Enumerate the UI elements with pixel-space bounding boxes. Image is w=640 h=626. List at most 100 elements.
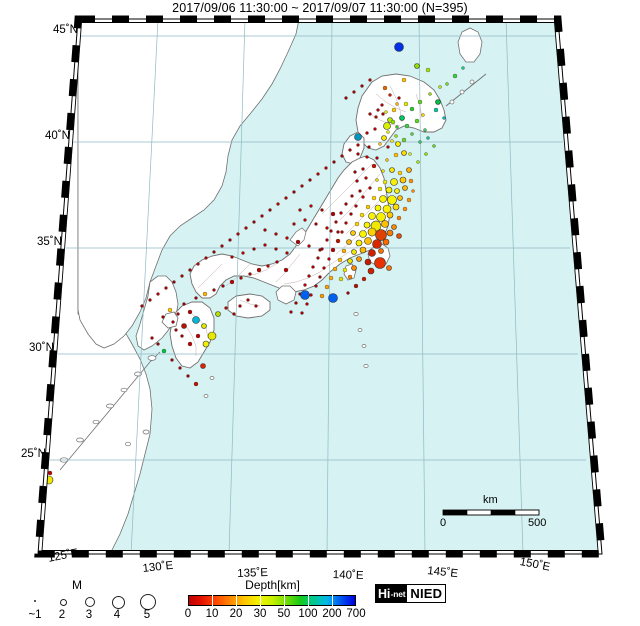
epicenter-marker xyxy=(328,275,334,281)
map-frame xyxy=(34,15,606,558)
epicenter-marker xyxy=(374,204,382,212)
epicenter-marker xyxy=(364,176,368,180)
epicenter-marker xyxy=(327,257,331,261)
epicenter-marker xyxy=(382,238,390,246)
epicenter-marker xyxy=(361,195,365,199)
epicenter-marker xyxy=(380,103,384,107)
epicenter-marker xyxy=(318,248,322,252)
epicenter-marker xyxy=(386,211,394,219)
epicenter-marker xyxy=(292,190,296,194)
epicenter-marker xyxy=(375,178,379,182)
landmass-group xyxy=(38,19,487,554)
depth-label-10: 10 xyxy=(205,608,219,620)
epicenter-marker xyxy=(285,251,289,255)
epicenter-marker xyxy=(359,230,367,238)
depth-label-100: 100 xyxy=(298,608,318,620)
epicenter-marker xyxy=(274,247,278,251)
epicenter-marker xyxy=(238,304,242,308)
epicenter-marker xyxy=(395,125,399,129)
lon-label-145e: 145˚E xyxy=(426,565,459,581)
epicenter-marker xyxy=(186,374,190,378)
epicenter-marker xyxy=(408,178,414,184)
epicenter-marker xyxy=(375,156,379,160)
epicenter-marker xyxy=(386,145,390,149)
magnitude-label-2: 3 xyxy=(85,609,93,621)
epicenter-marker xyxy=(368,249,376,257)
epicenter-marker xyxy=(382,85,388,91)
epicenter-marker xyxy=(239,276,243,280)
epicenter-marker xyxy=(368,212,376,220)
epicenter-marker xyxy=(381,169,385,173)
epicenter-marker xyxy=(394,134,398,138)
epicenter-marker xyxy=(367,267,375,275)
epicenter-marker xyxy=(172,280,176,284)
epicenter-marker xyxy=(354,204,358,208)
epicenter-marker xyxy=(303,218,307,222)
depth-label-20: 20 xyxy=(229,608,243,620)
epicenter-marker xyxy=(332,160,336,164)
epicenter-marker xyxy=(376,212,386,222)
epicenter-marker xyxy=(424,152,428,156)
epicenter-marker xyxy=(330,211,336,217)
logo-hinet: Hi -net xyxy=(376,585,408,602)
epicenter-marker xyxy=(351,265,357,271)
lat-label-40n: 40˚N xyxy=(45,130,70,142)
epicenter-marker xyxy=(390,119,396,125)
epicenter-marker xyxy=(178,366,182,370)
epicenter-marker xyxy=(418,140,422,144)
lat-label-45n: 45˚N xyxy=(53,24,78,36)
epicenter-marker xyxy=(355,179,359,183)
epicenter-marker xyxy=(305,302,309,306)
epicenter-marker xyxy=(408,152,412,156)
epicenter-marker xyxy=(381,220,389,228)
epicenter-marker xyxy=(344,202,348,206)
colorbar-tick-200 xyxy=(331,595,333,606)
epicenter-marker xyxy=(364,258,372,266)
epicenter-marker xyxy=(316,172,320,176)
epicenter-marker xyxy=(410,132,414,136)
epicenter-marker xyxy=(355,239,363,247)
epicenter-marker xyxy=(347,258,353,264)
magnitude-legend-title: M xyxy=(72,578,82,592)
epicenter-marker xyxy=(385,186,393,194)
epicenter-marker xyxy=(285,236,289,240)
epicenter-marker xyxy=(170,358,174,362)
epicenter-marker xyxy=(377,186,383,192)
depth-legend-title: Depth[km] xyxy=(245,578,300,592)
magnitude-label-1: 2 xyxy=(58,609,66,621)
epicenter-marker xyxy=(391,224,397,230)
epicenter-marker xyxy=(202,291,208,297)
epicenter-marker xyxy=(167,307,173,313)
epicenter-marker xyxy=(241,251,245,255)
epicenter-marker xyxy=(360,84,364,88)
epicenter-marker xyxy=(354,221,360,227)
epicenter-marker xyxy=(340,230,344,234)
epicenter-marker xyxy=(394,188,400,194)
epicenter-marker xyxy=(325,226,329,230)
epicenter-marker xyxy=(338,276,344,282)
epicenter-marker xyxy=(320,208,324,212)
epicenter-marker xyxy=(294,301,298,305)
epicenter-marker xyxy=(308,178,312,182)
epicenter-marker xyxy=(361,276,367,282)
depth-label-0: 0 xyxy=(184,608,192,620)
epicenter-marker xyxy=(212,250,216,254)
epicenter-marker xyxy=(371,163,377,169)
epicenter-marker xyxy=(292,222,296,226)
epicenter-marker xyxy=(182,302,186,306)
epicenter-marker xyxy=(445,82,449,86)
epicenter-marker xyxy=(334,220,338,224)
epicenter-marker xyxy=(324,166,328,170)
epicenter-marker xyxy=(428,92,432,96)
hinet-nied-logo: Hi -net NIED xyxy=(375,584,447,603)
epicenter-marker xyxy=(187,309,193,315)
magnitude-symbol-2 xyxy=(59,598,67,606)
epicenter-marker xyxy=(330,247,336,253)
scale-bar-end: 500 xyxy=(528,517,547,529)
colorbar-tick-20 xyxy=(236,595,238,606)
epicenter-marker xyxy=(314,284,318,288)
earthquake-epicenters xyxy=(44,42,465,485)
epicenter-marker xyxy=(368,78,372,82)
epicenter-marker xyxy=(378,142,382,146)
epicenter-marker xyxy=(289,310,293,314)
